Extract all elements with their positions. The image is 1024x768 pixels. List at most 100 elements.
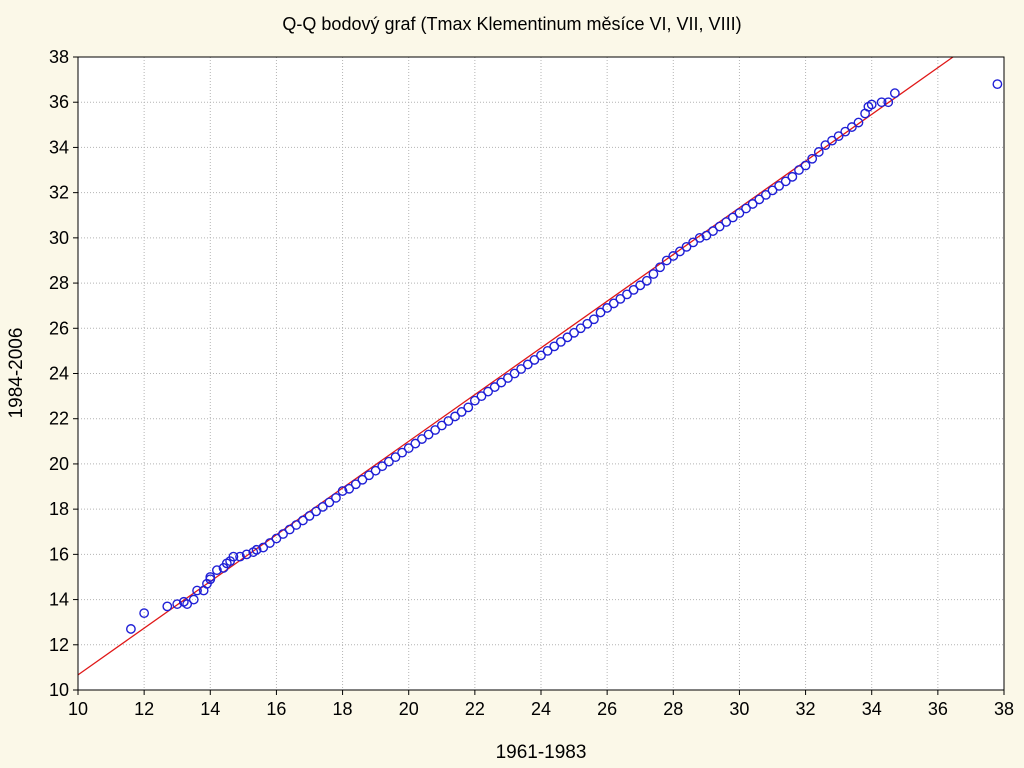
data-point (635, 280, 646, 291)
y-tick-label: 28 (49, 273, 69, 293)
data-point (443, 416, 454, 426)
data-point (509, 368, 520, 379)
data-point (337, 486, 348, 496)
data-point (271, 533, 282, 544)
y-tick-label: 24 (49, 364, 69, 384)
data-point (536, 350, 546, 361)
data-point (883, 97, 894, 108)
data-point (721, 217, 732, 227)
data-point (311, 506, 322, 517)
data-point (688, 237, 699, 248)
x-tick-label: 28 (663, 699, 683, 719)
data-point (628, 284, 639, 295)
data-point (417, 434, 427, 444)
x-tick-label: 34 (862, 699, 882, 719)
data-point (708, 226, 718, 236)
x-tick-label: 30 (729, 699, 749, 719)
data-point (595, 307, 606, 318)
data-point (846, 122, 857, 132)
y-tick-label: 10 (49, 680, 69, 700)
data-point (297, 515, 308, 526)
data-point (767, 185, 778, 196)
y-tick-label: 18 (49, 499, 69, 519)
data-point (542, 345, 553, 356)
data-point (126, 624, 136, 634)
data-point (794, 165, 804, 175)
x-tick-label: 36 (928, 699, 948, 719)
data-point (648, 269, 659, 279)
data-point (747, 199, 758, 209)
data-point (258, 542, 269, 553)
chart-title: Q-Q bodový graf (Tmax Klementinum měsíce… (282, 14, 741, 34)
data-point (324, 497, 335, 508)
data-point (820, 140, 831, 151)
data-point (774, 180, 785, 191)
data-point (754, 194, 765, 205)
data-point (364, 470, 374, 481)
data-point (383, 456, 394, 467)
data-point (734, 208, 745, 218)
x-tick-label: 18 (333, 699, 353, 719)
x-tick-label: 14 (200, 699, 220, 719)
x-tick-label: 10 (68, 699, 88, 719)
plot-border (77, 56, 1005, 691)
data-point (496, 377, 507, 388)
data-point (264, 538, 275, 548)
data-point (833, 131, 844, 142)
data-point (853, 117, 864, 128)
data-point (681, 241, 692, 252)
data-point (503, 373, 513, 383)
x-tick-label: 16 (266, 699, 286, 719)
data-point (876, 97, 887, 108)
data-point (350, 479, 361, 490)
data-point (780, 176, 791, 187)
data-point (807, 153, 818, 164)
data-point (390, 452, 401, 463)
data-point (489, 382, 500, 392)
data-point (463, 402, 474, 413)
data-point (172, 599, 183, 609)
data-point (304, 511, 315, 521)
x-axis-ticks: 10 12 14 16 18 20 22 24 26 28 30 32 34 36 38 (68, 690, 1014, 719)
data-point (188, 594, 199, 605)
data-point (668, 251, 679, 261)
data-point (139, 608, 150, 619)
data-point (813, 147, 824, 157)
data-point (430, 425, 441, 435)
y-axis-ticks: 10 12 14 16 18 20 22 24 26 28 30 32 34 36 38 (49, 47, 78, 700)
data-point (800, 160, 811, 171)
y-tick-label: 12 (49, 635, 69, 655)
x-tick-label: 26 (597, 699, 617, 719)
data-point (787, 171, 798, 182)
data-point (211, 565, 222, 576)
data-point (661, 255, 672, 266)
data-point (522, 359, 533, 370)
data-point (377, 461, 388, 472)
y-tick-label: 26 (49, 318, 69, 338)
data-point (469, 395, 480, 406)
data-point (589, 314, 599, 325)
y-tick-label: 38 (49, 47, 69, 67)
y-tick-label: 20 (49, 454, 69, 474)
data-point (317, 501, 328, 512)
data-point (397, 447, 407, 458)
data-point (205, 572, 216, 582)
data-point (622, 289, 632, 300)
data-points (126, 79, 1003, 634)
data-point (562, 332, 573, 343)
data-point (476, 391, 487, 402)
data-point (344, 483, 355, 494)
y-tick-label: 30 (49, 228, 69, 248)
data-point (727, 212, 738, 223)
x-tick-label: 22 (465, 699, 485, 719)
y-axis-label: 1984-2006 (6, 328, 27, 419)
y-tick-label: 36 (49, 92, 69, 112)
data-point (331, 492, 341, 503)
data-point (370, 465, 381, 476)
data-point (450, 411, 460, 422)
data-point (608, 298, 619, 309)
data-point (602, 303, 613, 313)
data-point (182, 599, 193, 609)
data-point (456, 407, 467, 417)
